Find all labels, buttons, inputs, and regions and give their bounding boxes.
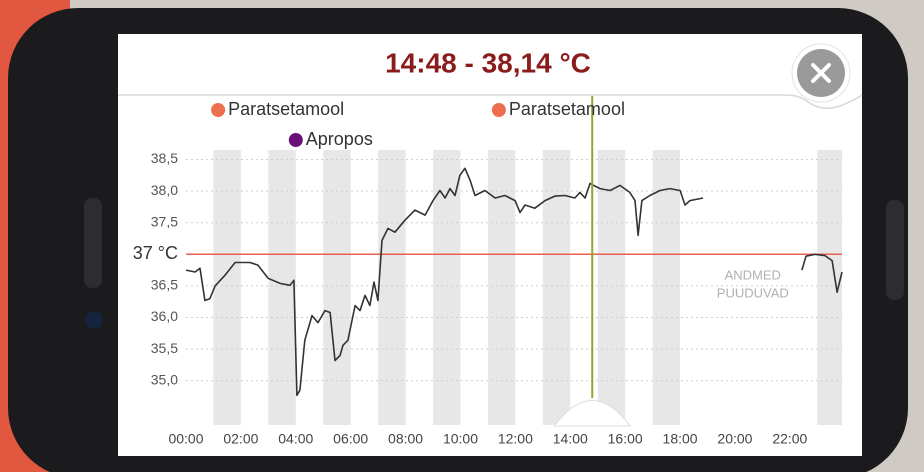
x-tick-label: 10:00 xyxy=(443,431,478,447)
y-tick-label: 37 °C xyxy=(133,243,178,263)
event-dot xyxy=(289,133,303,147)
event-dot xyxy=(211,103,225,117)
event-label: Paratsetamool xyxy=(228,99,344,119)
x-tick-label: 22:00 xyxy=(772,431,807,447)
x-tick-label: 02:00 xyxy=(223,431,258,447)
x-tick-label: 20:00 xyxy=(717,431,752,447)
no-data-label: PUUDUVAD xyxy=(717,285,789,300)
phone-camera xyxy=(85,311,103,329)
phone-button xyxy=(84,198,102,288)
x-tick-label: 12:00 xyxy=(498,431,533,447)
phone-button xyxy=(886,200,904,300)
x-tick-label: 14:00 xyxy=(553,431,588,447)
event-label: Apropos xyxy=(306,129,373,149)
y-tick-label: 38,0 xyxy=(151,182,178,198)
x-tick-label: 06:00 xyxy=(333,431,368,447)
x-tick-label: 08:00 xyxy=(388,431,423,447)
y-tick-label: 36,0 xyxy=(151,308,178,324)
event-label: Paratsetamool xyxy=(509,99,625,119)
y-tick-label: 35,5 xyxy=(151,340,178,356)
x-tick-label: 00:00 xyxy=(168,431,203,447)
no-data-label: ANDMED xyxy=(725,267,781,282)
y-tick-label: 37,5 xyxy=(151,213,178,229)
page: {"chart_data":{"type":"line","title":"14… xyxy=(0,0,924,472)
y-tick-label: 35,0 xyxy=(151,371,178,387)
chart-title: 14:48 - 38,14 °C xyxy=(385,47,591,78)
x-tick-label: 04:00 xyxy=(278,431,313,447)
y-tick-label: 38,5 xyxy=(151,150,178,166)
x-tick-label: 18:00 xyxy=(663,431,698,447)
y-tick-label: 36,5 xyxy=(151,277,178,293)
x-tick-label: 16:00 xyxy=(608,431,643,447)
screenshot: 14:48 - 38,14 °C ANDMED PUUDUVAD 35,0 35,5 3… xyxy=(0,0,924,472)
event-dot xyxy=(492,103,506,117)
